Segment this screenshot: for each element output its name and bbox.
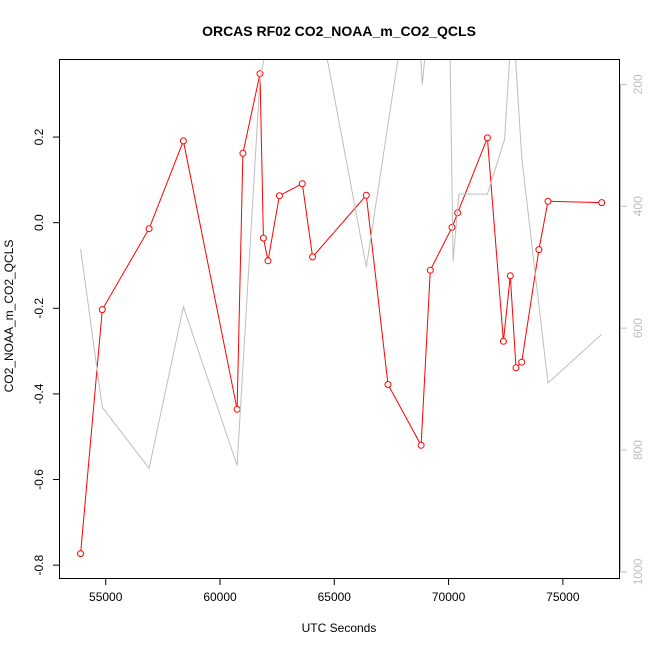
series-0-point-15	[426, 266, 434, 274]
chart-title: ORCAS RF02 CO2_NOAA_m_CO2_QCLS	[202, 23, 476, 39]
series-0-point-1	[98, 306, 106, 314]
series-0-point-5	[239, 149, 247, 157]
x-tick-label-1: 60000	[203, 590, 237, 604]
y2-tick-label-1: 400	[631, 196, 645, 216]
series-0-point-8	[264, 257, 272, 265]
y-tick-label-2: -0.4	[32, 383, 46, 404]
series-0-point-23	[535, 246, 543, 254]
x-axis-label: UTC Seconds	[302, 621, 377, 635]
x-tick-label-0: 55000	[89, 590, 123, 604]
series-0-point-24	[544, 197, 552, 205]
series-0-point-3	[179, 137, 187, 145]
y-tick-label-4: 0.0	[32, 214, 46, 231]
series-0-point-6	[256, 70, 264, 78]
series-0-point-0	[77, 550, 85, 558]
series-0-point-12	[362, 191, 370, 199]
series-0-point-4	[233, 405, 241, 413]
y2-tick-label-0: 200	[631, 74, 645, 94]
series-1-line	[80, 60, 603, 470]
series-0-point-21	[512, 364, 520, 372]
x-tick-label-2: 65000	[318, 590, 352, 604]
series-0-point-16	[448, 223, 456, 231]
y-axis-label: CO2_NOAA_m_CO2_QCLS	[2, 240, 16, 393]
series-0-point-9	[275, 192, 283, 200]
y-tick-label-3: -0.2	[32, 298, 46, 319]
series-0-point-11	[309, 253, 317, 261]
series-0-point-20	[506, 272, 514, 280]
series-0-point-22	[518, 358, 526, 366]
series-0-point-2	[145, 225, 153, 233]
plot-frame	[59, 59, 620, 579]
series-0-point-13	[384, 381, 392, 388]
series-layer	[77, 60, 606, 558]
series-0-point-19	[499, 337, 507, 345]
x-tick-label-4: 75000	[546, 590, 580, 604]
x-tick-label-3: 70000	[432, 590, 466, 604]
series-0-line	[80, 73, 602, 554]
y2-tick-label-3: 800	[631, 440, 645, 460]
axes-layer: 55000 60000 65000 70000 75000 -0.8 -0.6 -0.4 -0.…	[32, 74, 645, 604]
y-tick-label-0: -0.8	[32, 554, 46, 575]
series-0-point-10	[298, 180, 306, 188]
series-0-point-18	[483, 134, 491, 142]
y2-tick-label-2: 600	[631, 318, 645, 338]
y-tick-label-1: -0.6	[32, 469, 46, 490]
series-0-point-25	[598, 199, 606, 207]
y-tick-label-5: 0.2	[32, 128, 46, 145]
y2-tick-label-4: 1000	[631, 558, 645, 585]
series-0-point-14	[417, 441, 425, 449]
series-0-point-7	[259, 234, 267, 242]
